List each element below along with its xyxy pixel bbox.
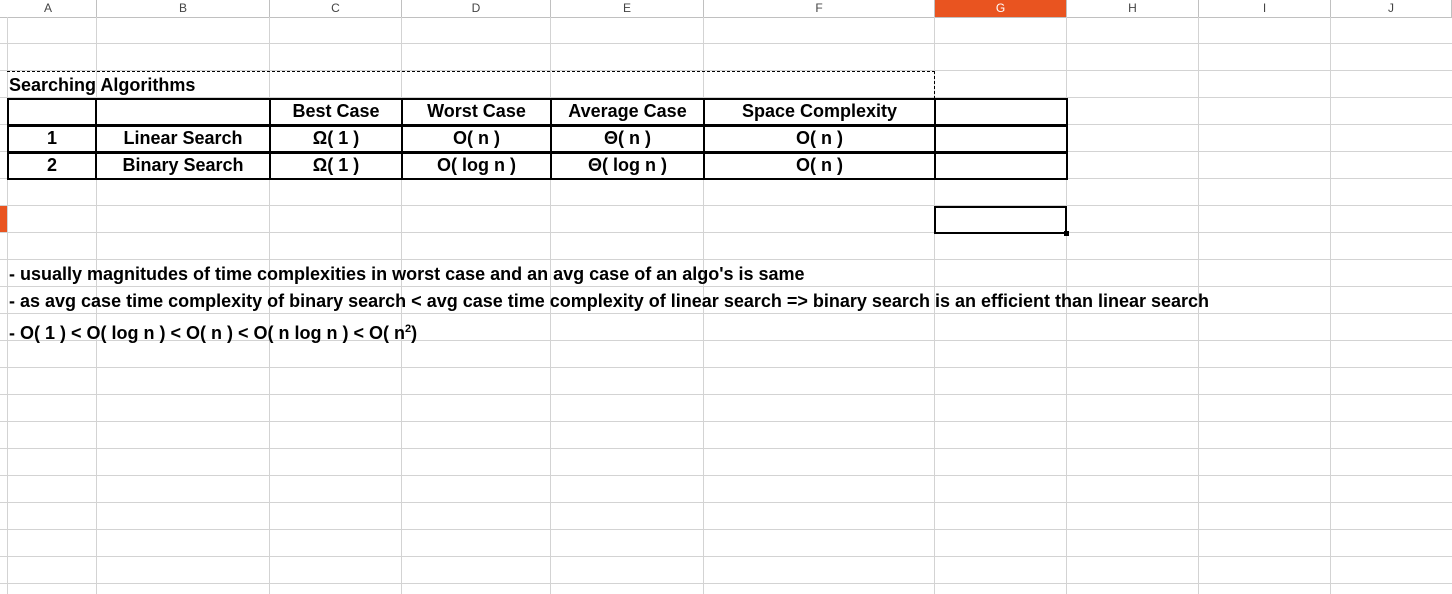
sheet-title[interactable]: Searching Algorithms — [9, 75, 196, 95]
table-row-1-index[interactable]: 1 — [7, 125, 97, 153]
column-header-b[interactable]: B — [97, 0, 270, 17]
header-cell-average[interactable]: Average Case — [550, 98, 705, 126]
header-cell-worst[interactable]: Worst Case — [401, 98, 552, 126]
copy-marquee-top — [7, 71, 935, 72]
active-cell-cursor[interactable] — [934, 206, 1067, 234]
note-line-1[interactable]: - usually magnitudes of time complexitie… — [9, 264, 805, 284]
column-header-c[interactable]: C — [270, 0, 402, 17]
table-row-1-best[interactable]: Ω( 1 ) — [269, 125, 403, 153]
table-row-1-worst[interactable]: O( n ) — [401, 125, 552, 153]
fill-handle[interactable] — [1064, 231, 1069, 236]
table-row-2-space[interactable]: O( n ) — [703, 152, 936, 180]
note-line-2[interactable]: - as avg case time complexity of binary … — [9, 291, 1210, 311]
header-cell-index[interactable] — [7, 98, 97, 126]
note-line-3[interactable]: - O( 1 ) < O( log n ) < O( n ) < O( n lo… — [9, 317, 417, 345]
table-row-1-name[interactable]: Linear Search — [95, 125, 271, 153]
column-header-a[interactable]: A — [0, 0, 97, 17]
table-row-2-average[interactable]: Θ( log n ) — [550, 152, 705, 180]
column-header-i[interactable]: I — [1199, 0, 1331, 17]
table-row-1-average[interactable]: Θ( n ) — [550, 125, 705, 153]
column-header-h[interactable]: H — [1067, 0, 1199, 17]
header-cell-name[interactable] — [95, 98, 271, 126]
table-row-2-best[interactable]: Ω( 1 ) — [269, 152, 403, 180]
column-header-g[interactable]: G — [935, 0, 1067, 17]
column-header-e[interactable]: E — [551, 0, 704, 17]
note-line-3-superscript: 2 — [404, 323, 412, 335]
header-cell-space[interactable]: Space Complexity — [703, 98, 936, 126]
table-row-1-space[interactable]: O( n ) — [703, 125, 936, 153]
column-header-bar: A B C D E F G H I J — [0, 0, 1452, 18]
table-row-2-index[interactable]: 2 — [7, 152, 97, 180]
table-row-1-empty-g[interactable] — [934, 125, 1068, 153]
table-row-2-worst[interactable]: O( log n ) — [401, 152, 552, 180]
column-header-j[interactable]: J — [1331, 0, 1452, 17]
table-row-2-empty-g[interactable] — [934, 152, 1068, 180]
header-cell-empty-g[interactable] — [934, 98, 1068, 126]
note-line-3-main: - O( 1 ) < O( log n ) < O( n ) < O( n lo… — [9, 323, 405, 343]
header-cell-best[interactable]: Best Case — [269, 98, 403, 126]
column-header-d[interactable]: D — [402, 0, 551, 17]
note-line-3-close: ) — [411, 323, 418, 343]
column-header-f[interactable]: F — [704, 0, 935, 17]
table-row-2-name[interactable]: Binary Search — [95, 152, 271, 180]
selected-row-marker — [0, 206, 7, 233]
